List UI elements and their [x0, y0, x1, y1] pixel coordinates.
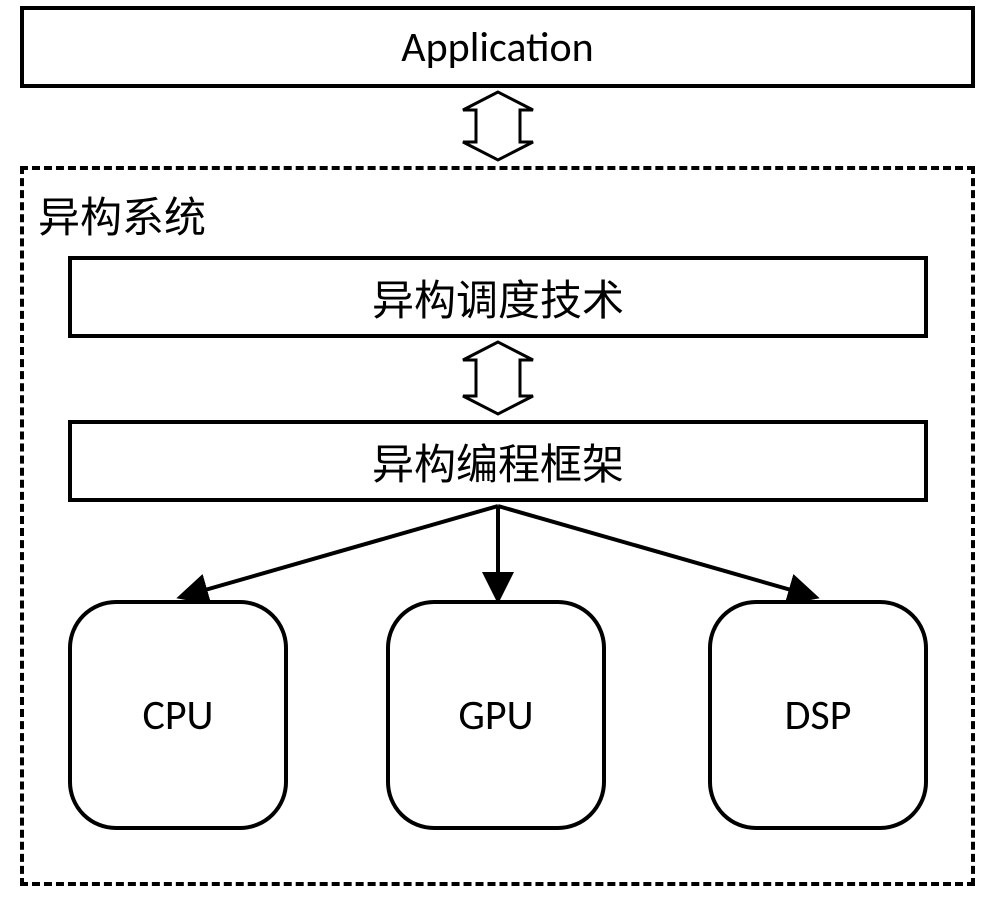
gpu-label: GPU [458, 690, 533, 741]
dsp-label: DSP [785, 690, 852, 741]
cpu-node: CPU [68, 600, 288, 830]
dsp-node: DSP [708, 600, 928, 830]
cpu-label: CPU [142, 690, 213, 741]
gpu-node: GPU [386, 600, 606, 830]
diagram-canvas: Application 异构系统 异构调度技术 异构编程框架 [0, 0, 990, 908]
